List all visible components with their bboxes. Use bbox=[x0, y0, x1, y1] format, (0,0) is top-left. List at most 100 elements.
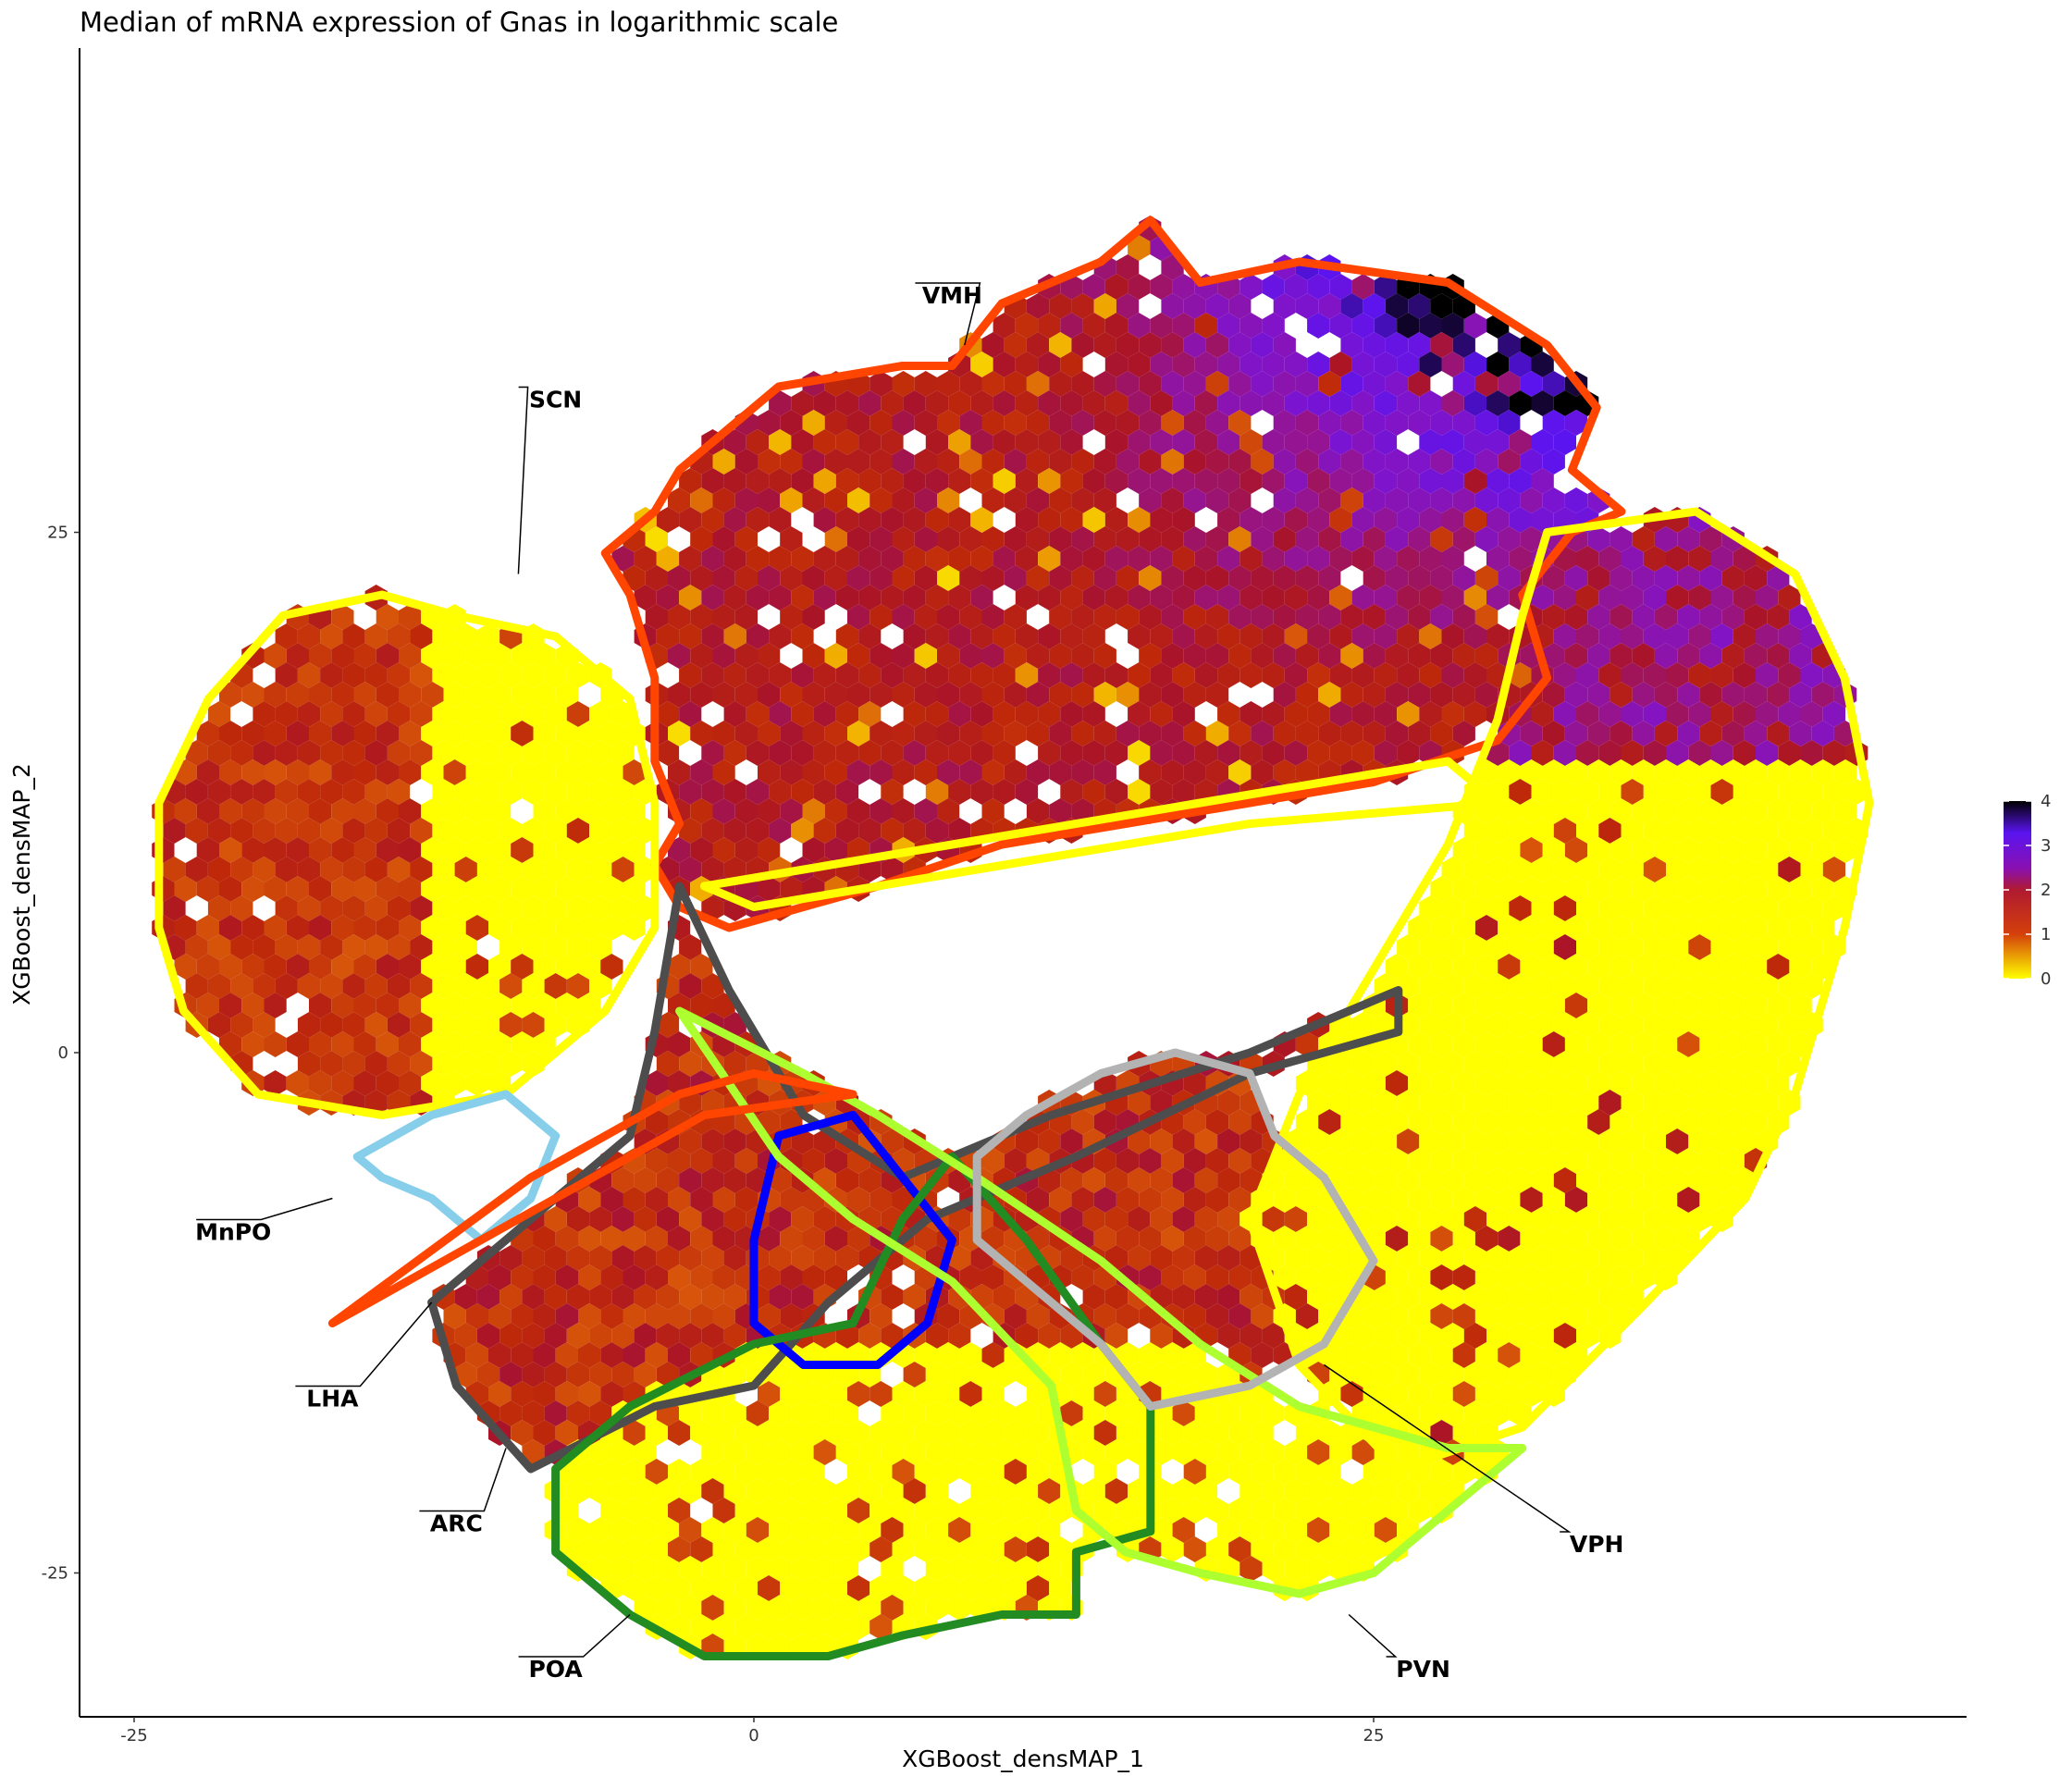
hexbin-cell bbox=[600, 1303, 623, 1329]
hexbin-cell bbox=[163, 818, 186, 844]
hexbin-cell bbox=[241, 876, 265, 902]
hexbin-cell bbox=[219, 993, 242, 1018]
hexbin-cell bbox=[1071, 682, 1094, 708]
hexbin-cell bbox=[1688, 546, 1711, 572]
hexbin-layer bbox=[152, 216, 1868, 1659]
hexbin-cell bbox=[981, 1536, 1005, 1562]
hexbin-cell bbox=[253, 818, 276, 844]
hexbin-cell bbox=[1542, 1264, 1565, 1290]
hexbin-cell bbox=[1139, 1148, 1162, 1174]
hexbin-cell bbox=[1699, 604, 1722, 630]
hexbin-cell bbox=[679, 546, 702, 572]
hexbin-cell bbox=[511, 837, 534, 863]
hexbin-cell bbox=[993, 390, 1016, 416]
hexbin-cell bbox=[589, 701, 612, 727]
hexbin-cell bbox=[723, 1362, 746, 1388]
hexbin-cell bbox=[421, 759, 444, 785]
hexbin-cell bbox=[1217, 390, 1240, 416]
hexbin-cell bbox=[1161, 449, 1184, 475]
hexbin-cell bbox=[1318, 1148, 1341, 1174]
hexbin-cell bbox=[1139, 682, 1162, 708]
hexbin-cell bbox=[1318, 1070, 1341, 1096]
hexbin-cell bbox=[1441, 1090, 1464, 1116]
hexbin-cell bbox=[1217, 1128, 1240, 1154]
hexbin-cell bbox=[1273, 1226, 1296, 1252]
hexbin-cell bbox=[1452, 487, 1475, 513]
hexbin-cell bbox=[914, 1381, 937, 1407]
hexbin-cell bbox=[892, 1381, 915, 1407]
hexbin-cell bbox=[1049, 604, 1072, 630]
hexbin-cell bbox=[1329, 468, 1352, 494]
hexbin-cell bbox=[1587, 759, 1610, 785]
hexbin-cell bbox=[1205, 1226, 1229, 1252]
hexbin-cell bbox=[465, 759, 488, 785]
hexbin-cell bbox=[813, 740, 836, 766]
hexbin-cell bbox=[555, 993, 578, 1018]
hexbin-cell bbox=[1038, 507, 1061, 533]
hexbin-cell bbox=[1587, 798, 1610, 824]
hexbin-cell bbox=[1307, 1206, 1330, 1232]
colorbar-tick-label: 4 bbox=[2041, 792, 2051, 811]
hexbin-cell bbox=[230, 818, 253, 844]
hexbin-cell bbox=[1038, 352, 1061, 377]
hexbin-cell bbox=[1015, 429, 1039, 455]
hexbin-cell bbox=[1116, 1420, 1140, 1446]
hexbin-cell bbox=[1161, 565, 1184, 591]
hexbin-cell bbox=[1498, 410, 1521, 436]
hexbin-cell bbox=[421, 837, 444, 863]
hexbin-cell bbox=[1474, 1031, 1498, 1057]
hexbin-cell bbox=[207, 857, 231, 882]
hexbin-cell bbox=[1262, 274, 1285, 300]
hexbin-cell bbox=[1172, 390, 1195, 416]
hexbin-cell bbox=[1284, 1167, 1308, 1193]
hexbin-cell bbox=[1408, 1303, 1431, 1329]
hexbin-cell bbox=[1397, 701, 1420, 727]
hexbin-cell bbox=[1385, 1381, 1409, 1407]
hexbin-cell bbox=[353, 721, 376, 746]
hexbin-cell bbox=[163, 857, 186, 882]
hexbin-cell bbox=[219, 721, 242, 746]
hexbin-cell bbox=[1677, 604, 1700, 630]
hexbin-cell bbox=[925, 390, 949, 416]
hexbin-cell bbox=[196, 759, 219, 785]
hexbin-cell bbox=[690, 682, 713, 708]
hexbin-cell bbox=[544, 1362, 567, 1388]
hexbin-cell bbox=[1128, 1090, 1151, 1116]
hexbin-cell bbox=[690, 1226, 713, 1252]
hexbin-cell bbox=[1251, 1420, 1274, 1446]
hexbin-cell bbox=[1486, 623, 1510, 649]
hexbin-cell bbox=[1463, 1206, 1486, 1232]
hexbin-cell bbox=[1598, 1167, 1622, 1193]
hexbin-cell bbox=[1217, 1090, 1240, 1116]
hexbin-cell bbox=[679, 1323, 702, 1349]
hexbin-cell bbox=[1082, 1284, 1105, 1310]
hexbin-cell bbox=[1621, 1167, 1644, 1193]
hexbin-cell bbox=[1677, 1226, 1700, 1252]
hexbin-cell bbox=[1374, 1206, 1398, 1232]
hexbin-cell bbox=[432, 818, 455, 844]
hexbin-cell bbox=[1205, 565, 1229, 591]
hexbin-cell bbox=[1093, 1226, 1116, 1252]
hexbin-cell bbox=[1621, 973, 1644, 999]
hexbin-cell bbox=[1621, 1012, 1644, 1038]
hexbin-cell bbox=[645, 1226, 668, 1252]
hexbin-cell bbox=[1430, 565, 1453, 591]
hexbin-cell bbox=[1474, 643, 1498, 669]
hexbin-cell bbox=[1363, 682, 1386, 708]
hexbin-cell bbox=[522, 934, 545, 960]
hexbin-cell bbox=[679, 1128, 702, 1154]
hexbin-cell bbox=[679, 818, 702, 844]
hexbin-cell bbox=[286, 798, 309, 824]
hexbin-cell bbox=[1666, 1090, 1689, 1116]
hexbin-cell bbox=[1654, 993, 1678, 1018]
hexbin-cell bbox=[1397, 740, 1420, 766]
hexbin-cell bbox=[679, 1206, 702, 1232]
hexbin-cell bbox=[835, 740, 859, 766]
hexbin-cell bbox=[533, 876, 556, 902]
hexbin-cell bbox=[1273, 1459, 1296, 1485]
hexbin-cell bbox=[623, 876, 646, 902]
hexbin-cell bbox=[488, 1264, 512, 1290]
hexbin-cell bbox=[1038, 1323, 1061, 1349]
hexbin-cell bbox=[1340, 1342, 1363, 1368]
hexbin-cell bbox=[1441, 1012, 1464, 1038]
